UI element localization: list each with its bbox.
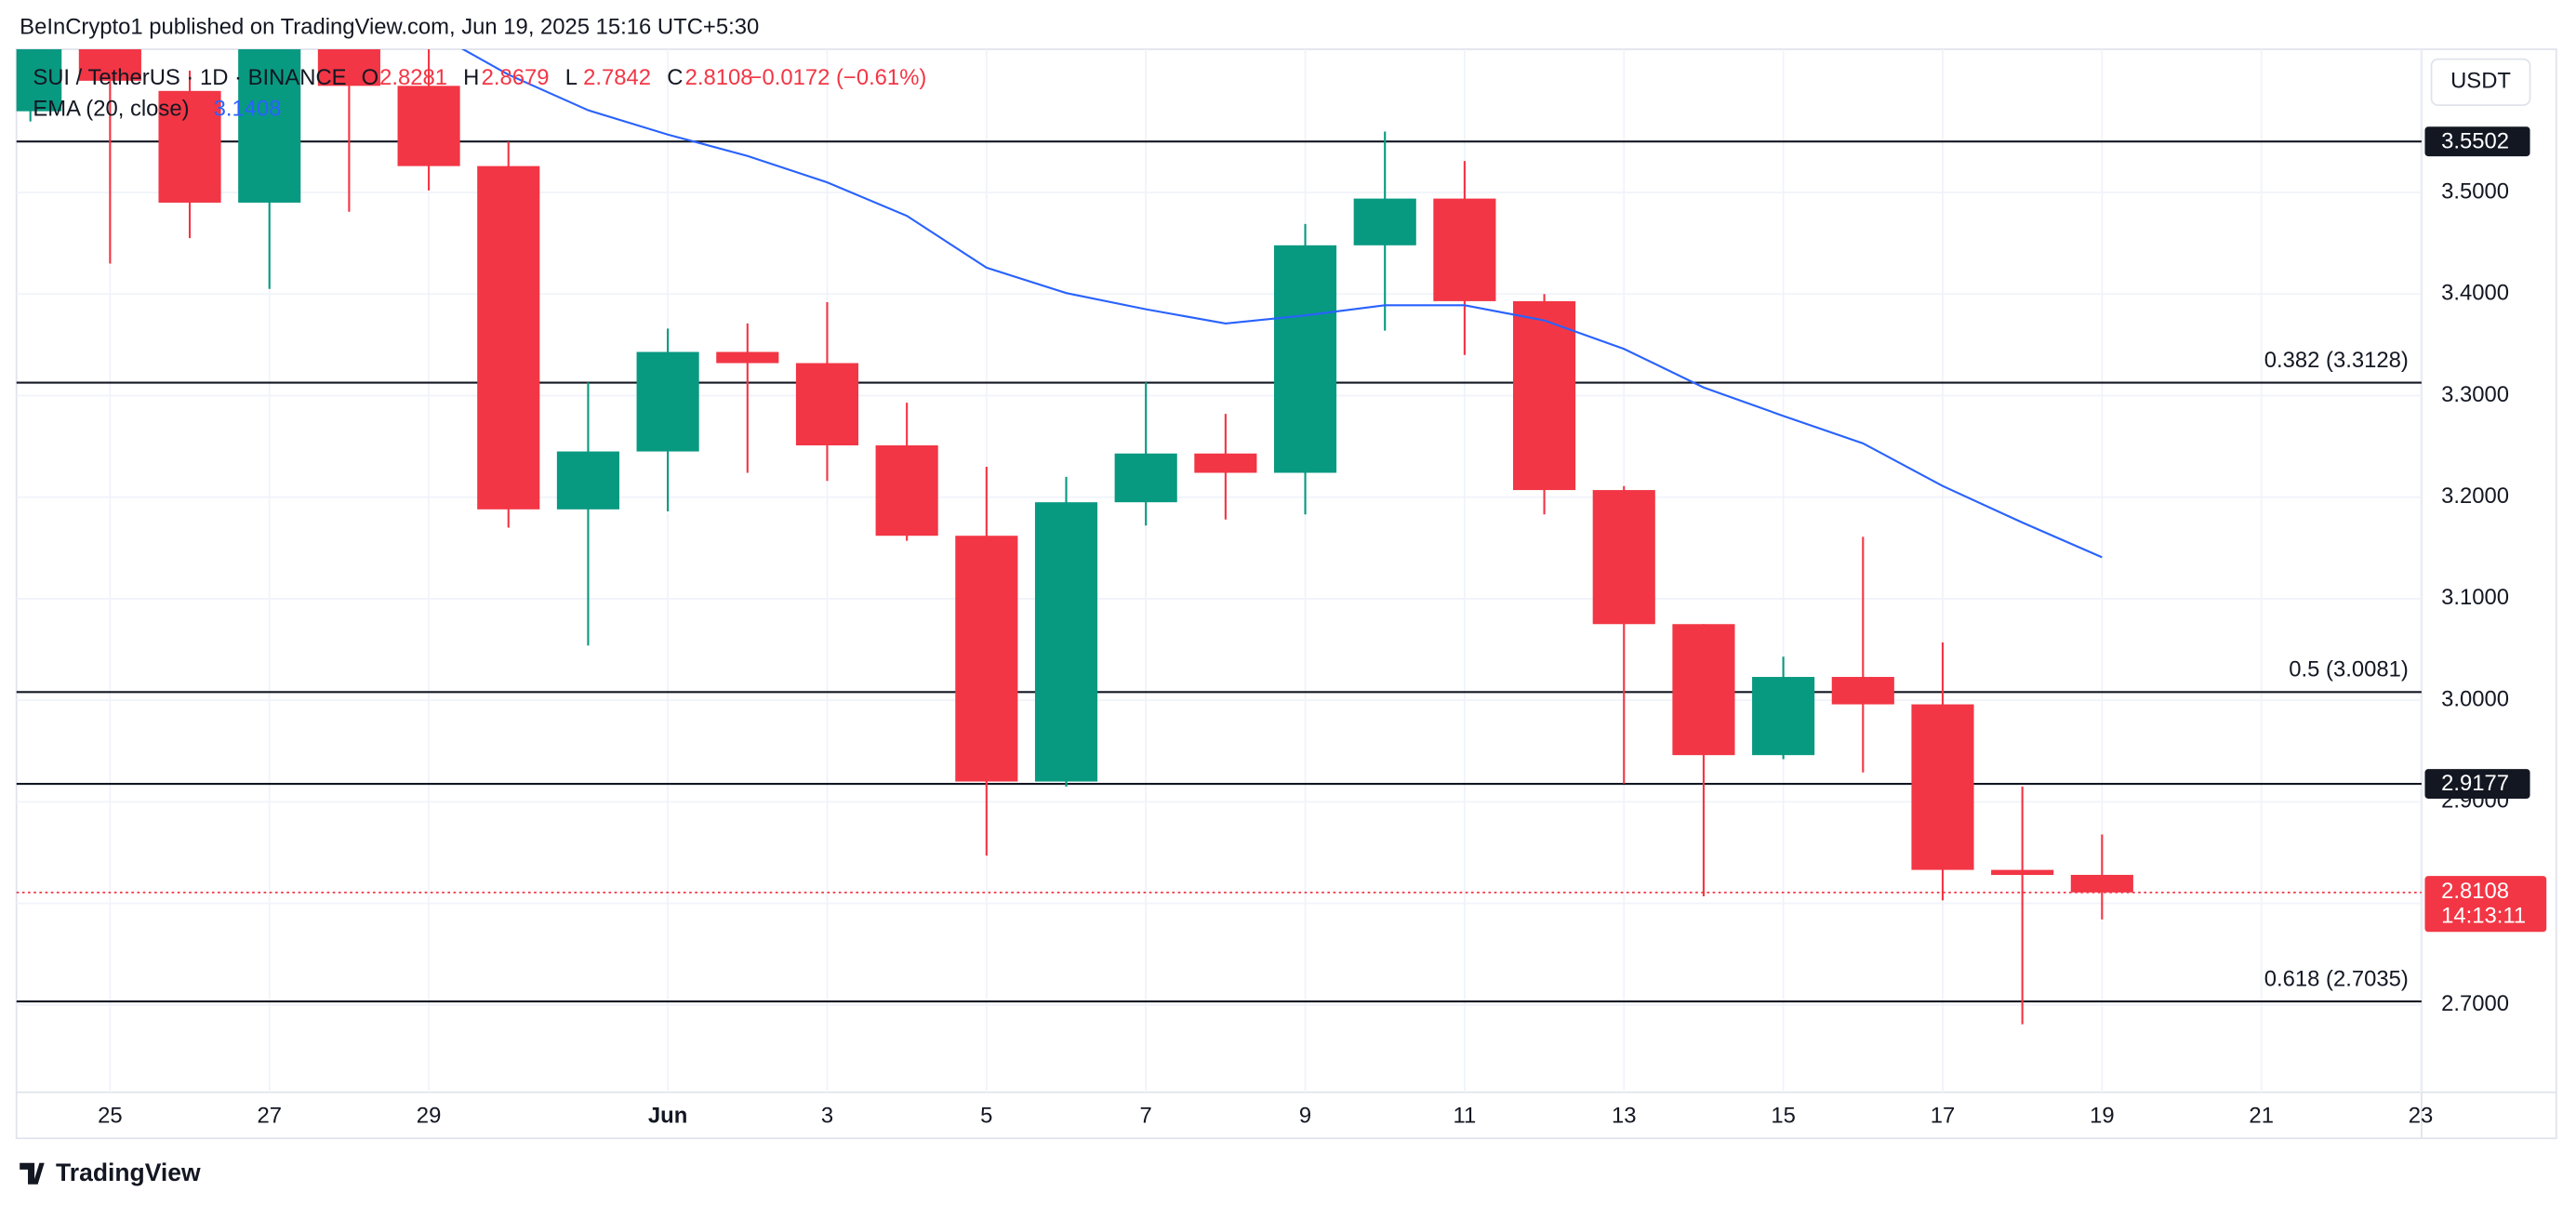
fib-level-label: 0.382 (3.3128) <box>2264 348 2409 373</box>
candle-body <box>1513 300 1576 491</box>
candle-body <box>1752 677 1815 756</box>
axes: 2.70002.80002.90003.00003.10003.20003.30… <box>98 126 2547 1129</box>
candle-body <box>1831 677 1894 705</box>
price-level-tag-label: 3.5502 <box>2441 128 2509 153</box>
ohlc-letter: C <box>667 65 683 90</box>
x-tick-label: 27 <box>257 1104 282 1129</box>
ohlc-value: 2.7842 <box>583 65 651 90</box>
ohlc-value: 2.8281 <box>379 65 447 90</box>
countdown-label: 14:13:11 <box>2441 904 2526 929</box>
x-tick-label: 7 <box>1140 1104 1152 1129</box>
candle-body <box>158 90 221 203</box>
ohlc-letter: O <box>362 65 379 90</box>
currency-box <box>2430 58 2531 106</box>
x-tick-label: 21 <box>2249 1104 2274 1129</box>
candle-body <box>1353 198 1416 245</box>
plot-area <box>16 49 2422 1025</box>
candle-body <box>238 49 301 203</box>
candle-body <box>1672 624 1735 756</box>
candle-body <box>1273 245 1337 473</box>
attribution: BeInCrypto1 published on TradingView.com… <box>20 14 759 39</box>
fib-level-label: 0.5 (3.0081) <box>2289 657 2409 682</box>
x-tick-label: 19 <box>2090 1104 2115 1129</box>
x-tick-label: 11 <box>1454 1104 1477 1129</box>
ohlc-value: 2.8108 <box>685 65 753 90</box>
ema-line <box>460 49 2103 559</box>
candle-body <box>1592 490 1655 625</box>
candle-body <box>556 451 620 510</box>
candle-body <box>1911 704 1974 870</box>
ohlc-letter: L <box>565 65 578 90</box>
y-tick-label: 2.7000 <box>2441 991 2509 1016</box>
y-tick-label: 3.2000 <box>2441 483 2509 509</box>
fib-level-label: 0.618 (2.7035) <box>2264 966 2409 991</box>
x-tick-label: 23 <box>2409 1104 2434 1129</box>
candle-body <box>317 49 380 86</box>
y-tick-label: 3.5000 <box>2441 179 2509 204</box>
x-tick-label: 3 <box>821 1104 833 1129</box>
y-tick-label: 3.0000 <box>2441 686 2509 711</box>
change-label: −0.0172 (−0.61%) <box>750 65 927 90</box>
price-level-tag <box>2424 769 2530 799</box>
candle-body <box>477 166 540 510</box>
candle-body <box>1991 869 2054 876</box>
y-tick-label: 3.3000 <box>2441 382 2509 407</box>
x-tick-label: 29 <box>417 1104 442 1129</box>
currency: USDT <box>2450 69 2511 94</box>
candle-body <box>16 49 62 112</box>
x-tick-label: 17 <box>1931 1104 1956 1129</box>
x-tick-label: 15 <box>1771 1104 1796 1129</box>
candle-body <box>955 536 1018 782</box>
y-tick-label: 3.4000 <box>2441 281 2509 306</box>
ohlc-value: 2.8679 <box>482 65 550 90</box>
current-price-box <box>2424 876 2547 933</box>
ema-legend-value: 3.1408 <box>214 97 282 122</box>
candle-body <box>636 351 699 452</box>
x-tick-label: 25 <box>98 1104 123 1129</box>
current-price-label: 2.8108 <box>2441 879 2509 904</box>
price-level-tag-label: 2.9177 <box>2441 771 2509 796</box>
price-level-tag <box>2424 126 2530 157</box>
x-tick-label: 5 <box>980 1104 992 1129</box>
tradingview-logo <box>20 1162 45 1185</box>
candle-body <box>1433 198 1496 301</box>
chart-title: SUI / TetherUS · 1D · BINANCE <box>33 65 346 90</box>
x-tick-label: 13 <box>1612 1104 1637 1129</box>
candle-body <box>2070 874 2133 893</box>
candle-body <box>1194 453 1257 473</box>
candle-body <box>875 445 938 536</box>
candle-body <box>795 363 859 446</box>
chart-frame <box>15 48 2557 1140</box>
x-tick-label: Jun <box>648 1104 687 1129</box>
y-tick-label: 3.1000 <box>2441 585 2509 610</box>
candle-body <box>1114 453 1177 503</box>
candle-body <box>397 86 460 166</box>
brand: TradingView <box>56 1159 201 1186</box>
ema-legend-name: EMA (20, close) <box>33 97 189 122</box>
candle-body <box>716 351 779 364</box>
candle-body <box>78 49 141 81</box>
x-tick-label: 9 <box>1299 1104 1311 1129</box>
candle-body <box>1034 502 1098 782</box>
ohlc-letter: H <box>463 65 479 90</box>
